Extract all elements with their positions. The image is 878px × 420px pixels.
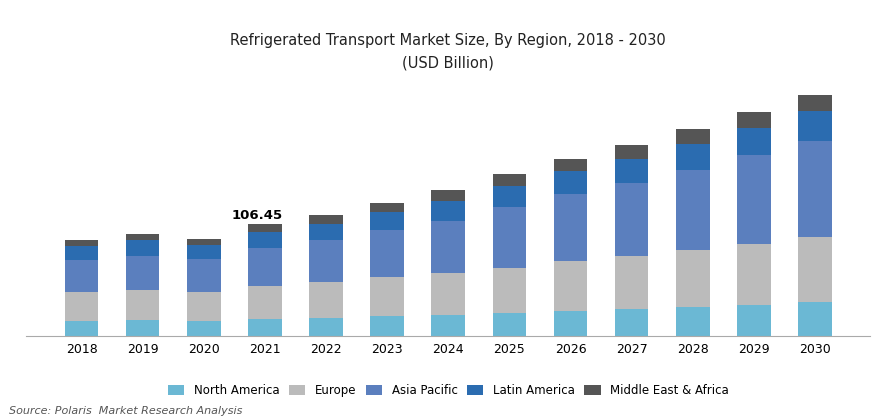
Bar xyxy=(737,244,770,304)
Bar xyxy=(309,282,342,318)
Title: Refrigerated Transport Market Size, By Region, 2018 - 2030
(USD Billion): Refrigerated Transport Market Size, By R… xyxy=(230,33,666,70)
Bar xyxy=(248,224,282,232)
Bar xyxy=(675,144,709,170)
Bar xyxy=(187,292,220,321)
Bar xyxy=(797,94,831,111)
Bar xyxy=(553,158,587,171)
Bar xyxy=(126,290,159,320)
Bar xyxy=(553,194,587,261)
Bar xyxy=(492,174,526,186)
Bar xyxy=(126,240,159,256)
Bar xyxy=(797,237,831,302)
Bar xyxy=(675,129,709,144)
Bar xyxy=(309,223,342,240)
Bar xyxy=(614,256,648,309)
Bar xyxy=(737,304,770,336)
Bar xyxy=(309,240,342,282)
Bar xyxy=(309,318,342,336)
Legend: North America, Europe, Asia Pacific, Latin America, Middle East & Africa: North America, Europe, Asia Pacific, Lat… xyxy=(162,380,733,402)
Bar xyxy=(370,277,404,316)
Bar xyxy=(797,141,831,237)
Bar xyxy=(248,319,282,336)
Bar xyxy=(248,286,282,319)
Bar xyxy=(309,215,342,223)
Bar xyxy=(737,155,770,244)
Bar xyxy=(370,230,404,277)
Bar xyxy=(737,112,770,128)
Text: Source: Polaris  Market Research Analysis: Source: Polaris Market Research Analysis xyxy=(9,406,242,416)
Bar xyxy=(431,220,464,273)
Bar xyxy=(614,309,648,336)
Bar xyxy=(431,315,464,336)
Bar xyxy=(614,183,648,256)
Bar xyxy=(675,170,709,250)
Bar xyxy=(614,158,648,183)
Bar xyxy=(492,313,526,336)
Text: 106.45: 106.45 xyxy=(231,209,282,222)
Bar xyxy=(126,256,159,290)
Bar xyxy=(431,190,464,200)
Bar xyxy=(187,244,220,259)
Bar xyxy=(553,171,587,194)
Bar xyxy=(65,292,98,321)
Bar xyxy=(126,234,159,240)
Bar xyxy=(126,320,159,336)
Bar xyxy=(797,302,831,336)
Bar xyxy=(737,128,770,155)
Bar xyxy=(797,111,831,141)
Bar xyxy=(492,268,526,313)
Bar xyxy=(65,246,98,260)
Bar xyxy=(614,145,648,158)
Bar xyxy=(65,321,98,336)
Bar xyxy=(248,248,282,286)
Bar xyxy=(492,207,526,268)
Bar xyxy=(431,200,464,221)
Bar xyxy=(187,239,220,244)
Bar xyxy=(492,186,526,207)
Bar xyxy=(553,311,587,336)
Bar xyxy=(675,250,709,307)
Bar xyxy=(553,261,587,311)
Bar xyxy=(675,307,709,336)
Bar xyxy=(65,260,98,292)
Bar xyxy=(65,240,98,246)
Bar xyxy=(248,232,282,248)
Bar xyxy=(370,316,404,336)
Bar xyxy=(370,203,404,212)
Bar xyxy=(431,273,464,315)
Bar xyxy=(187,321,220,336)
Bar xyxy=(370,212,404,230)
Bar xyxy=(187,259,220,292)
